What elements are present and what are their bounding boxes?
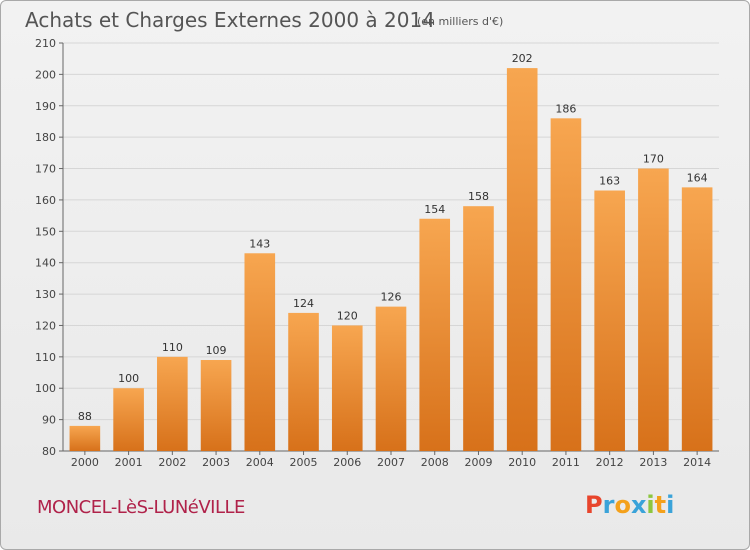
bar [288,312,319,451]
y-tick-label: 190 [35,100,56,113]
y-tick-label: 160 [35,194,56,207]
data-label: 154 [424,203,445,216]
y-tick-label: 170 [35,163,56,176]
x-tick-label: 2013 [639,456,667,469]
location-name: MONCEL-LèS-LUNéVILLE [37,497,245,518]
bar [375,306,407,451]
data-label: 126 [381,291,402,304]
logo-letter: o [614,491,631,519]
logo-letter: i [666,491,675,519]
data-label: 109 [206,344,227,357]
x-tick-label: 2007 [377,456,405,469]
y-tick-label: 150 [35,225,56,238]
proxiti-logo: Proxiti [585,491,674,519]
data-label: 170 [643,153,664,166]
y-tick-label: 210 [35,37,56,50]
x-tick-label: 2005 [290,456,318,469]
y-tick-label: 120 [35,319,56,332]
logo-letter: P [585,491,603,519]
data-label: 100 [118,372,139,385]
x-tick-label: 2010 [508,456,536,469]
logo-letter: r [602,491,615,519]
data-label: 110 [162,341,183,354]
y-tick-label: 110 [35,351,56,364]
y-tick-label: 180 [35,131,56,144]
y-tick-label: 90 [42,414,56,427]
x-tick-label: 2011 [552,456,580,469]
data-label: 88 [78,410,92,423]
data-label: 186 [555,102,576,115]
x-tick-label: 2003 [202,456,230,469]
bar [463,206,494,451]
bar [506,68,538,451]
data-label: 163 [599,175,620,188]
data-label: 158 [468,190,489,203]
labels: 88 2000 100 2001 110 2002 109 2003 143 2004 124 200… [71,52,711,469]
bar [594,190,625,451]
bar [681,187,713,451]
x-tick-label: 2006 [333,456,361,469]
x-tick-label: 2009 [464,456,492,469]
y-tick-label: 130 [35,288,56,301]
x-tick-label: 2012 [596,456,624,469]
bar [69,425,101,451]
logo-letter: x [630,491,647,519]
bar [550,118,582,452]
data-label: 120 [337,309,358,322]
bar [113,388,144,451]
bar [331,325,363,451]
chart-subtitle: (en milliers d'€) [417,15,504,28]
logo-letter: i [646,491,655,519]
bars [69,68,713,452]
logo-letter: t [654,491,667,519]
y-tick-label: 140 [35,257,56,270]
chart-title: Achats et Charges Externes 2000 à 2014 [25,8,435,32]
bar [244,253,276,451]
x-tick-label: 2014 [683,456,711,469]
data-label: 124 [293,297,314,310]
x-tick-label: 2002 [158,456,186,469]
bar [200,359,232,451]
y-tick-label: 200 [35,68,56,81]
bar [157,356,188,451]
x-tick-label: 2004 [246,456,274,469]
data-label: 164 [687,171,708,184]
x-tick-label: 2008 [421,456,449,469]
data-label: 202 [512,52,533,65]
x-tick-label: 2001 [115,456,143,469]
y-tick-label: 80 [42,445,56,458]
bar [638,168,669,452]
y-tick-label: 100 [35,382,56,395]
x-tick-label: 2000 [71,456,99,469]
data-label: 143 [249,237,270,250]
bar [419,218,451,451]
